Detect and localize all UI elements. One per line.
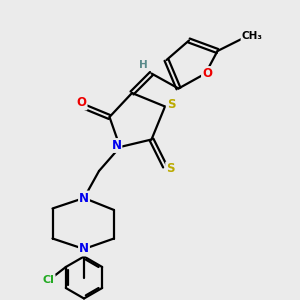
Text: O: O	[76, 96, 87, 110]
Text: O: O	[202, 67, 212, 80]
Text: Cl: Cl	[43, 275, 55, 285]
Text: S: S	[167, 98, 175, 112]
Text: S: S	[166, 162, 175, 176]
Text: N: N	[79, 242, 89, 256]
Text: N: N	[111, 139, 122, 152]
Text: N: N	[79, 191, 89, 205]
Text: CH₃: CH₃	[242, 31, 262, 41]
Text: H: H	[139, 60, 148, 70]
